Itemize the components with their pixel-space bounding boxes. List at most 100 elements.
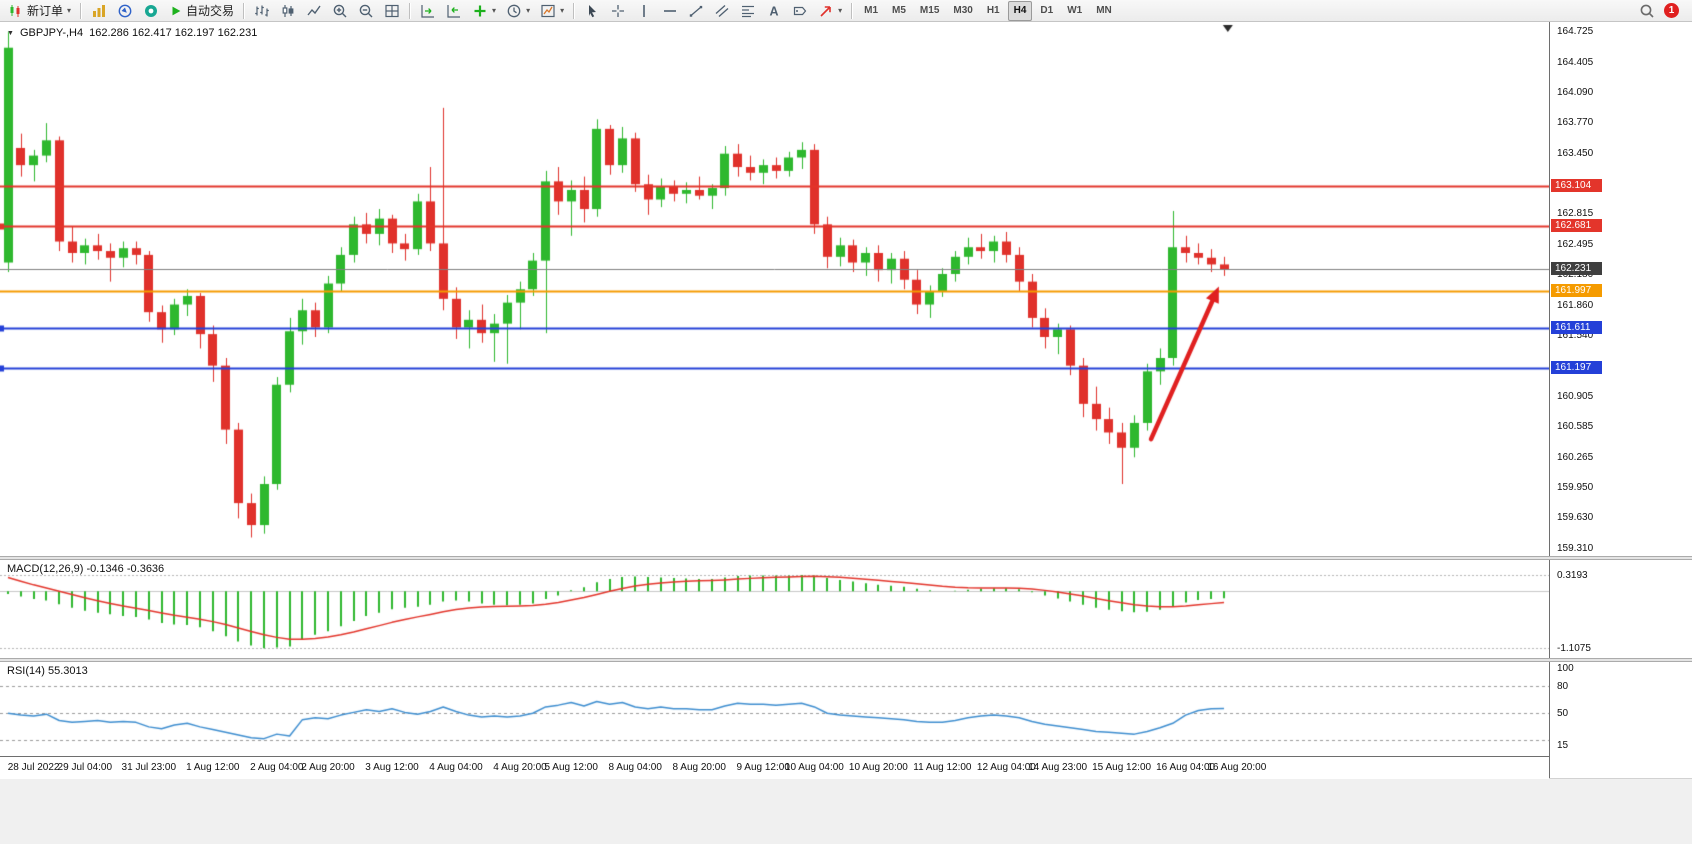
auto-scroll-button[interactable] [416,1,440,21]
chevron-down-icon: ▾ [838,6,843,15]
time-axis-label: 16 Aug 20:00 [1207,762,1267,773]
rsi-label: RSI(14) 55.3013 [7,665,88,677]
candlestick-chart-icon [282,4,294,17]
time-axis-label: 14 Aug 23:00 [1028,762,1088,773]
templates-button[interactable]: ▾ [536,1,568,21]
notification-badge[interactable]: 1 [1664,3,1679,18]
price-axis-tick: 161.540 [1557,330,1594,342]
rsi-scale-label: 50 [1557,708,1569,720]
timeframe-mn[interactable]: MN [1090,1,1118,21]
timeframe-m1[interactable]: M1 [858,1,884,21]
arrows-button[interactable]: ▾ [814,1,846,21]
main-chart-canvas[interactable] [0,22,1549,556]
time-axis-label: 8 Aug 20:00 [672,762,726,773]
chevron-down-icon: ▾ [526,6,531,15]
line-chart-button[interactable] [302,1,326,21]
price-axis-tick: 160.585 [1557,421,1594,433]
search-icon [1640,4,1654,18]
text-button[interactable]: A [762,1,786,21]
crosshair-button[interactable] [606,1,630,21]
search-button[interactable] [1635,1,1659,21]
line-chart-icon [307,5,321,15]
horizontal-line-icon [664,9,677,12]
new-order-icon [10,4,20,17]
time-axis-label: 16 Aug 04:00 [1156,762,1216,773]
label-icon [793,6,807,15]
svg-text:A: A [770,4,779,18]
panel-splitter[interactable] [0,658,1692,662]
label-button[interactable] [788,1,812,21]
time-axis-label: 2 Aug 20:00 [301,762,355,773]
time-axis[interactable]: 28 Jul 2022 29 Jul 04:00 31 Jul 23:00 1 Aug… [0,756,1549,779]
terminal-button[interactable] [139,1,163,21]
price-axis[interactable]: 164.725 164.405 164.090 163.770 163.450 163.1… [1549,22,1692,778]
bar-chart-button[interactable] [250,1,274,21]
vertical-line-button[interactable] [632,1,656,21]
price-axis-tick: 160.265 [1557,451,1594,463]
auto-trading-button[interactable]: 自动交易 [165,1,238,21]
rsi-panel-canvas[interactable] [0,662,1549,756]
price-line-tag: 161.997 [1551,284,1602,298]
rsi-scale-label: 15 [1557,740,1569,751]
time-axis-label: 1 Aug 12:00 [186,762,240,773]
trendline-button[interactable] [684,1,708,21]
price-line-tag: 162.681 [1551,219,1602,233]
template-icon [541,4,555,17]
chart-shift-icon [447,4,461,18]
time-axis-label: 9 Aug 12:00 [736,762,790,773]
fibonacci-button[interactable] [736,1,760,21]
time-axis-label: 10 Aug 04:00 [784,762,844,773]
zoom-out-button[interactable] [354,1,378,21]
price-axis-tick: 164.090 [1557,86,1594,98]
zoom-in-button[interactable] [328,1,352,21]
panel-splitter[interactable] [0,556,1692,560]
channel-button[interactable] [710,1,734,21]
price-axis-tick: 164.405 [1557,56,1594,68]
price-axis-tick: 163.450 [1557,147,1594,159]
timeframe-h4[interactable]: H4 [1007,0,1033,21]
clock-icon [507,4,521,17]
indicators-button[interactable]: ▾ [468,1,500,21]
channel-icon [715,4,729,17]
price-axis-tick: 160.905 [1557,390,1594,402]
market-watch-button[interactable] [87,1,111,21]
toolbar-separator [409,2,412,19]
price-line-tag: 161.197 [1551,360,1602,374]
timeframe-w1[interactable]: W1 [1061,1,1088,21]
timeframe-m30[interactable]: M30 [947,1,978,21]
collapse-triangle-icon: ▼ [7,29,14,37]
macd-signal-value: -0.3636 [126,563,165,575]
time-axis-label: 15 Aug 12:00 [1092,762,1152,773]
auto-trading-label: 自动交易 [186,4,235,18]
candlestick-chart-button[interactable] [276,1,300,21]
tile-windows-button[interactable] [380,1,404,21]
time-axis-label: 10 Aug 20:00 [848,762,908,773]
time-axis-label: 12 Aug 04:00 [976,762,1036,773]
rsi-value: 55.3013 [47,665,88,677]
timeframe-m15[interactable]: M15 [914,1,945,21]
symbol-period-label: GBPJPY-,H4 [19,27,84,39]
timeframe-m5[interactable]: M5 [886,1,912,21]
indicators-plus-icon [474,5,486,16]
timeframe-d1[interactable]: D1 [1034,1,1059,21]
periods-button[interactable]: ▾ [502,1,534,21]
timeframe-h1[interactable]: H1 [981,1,1006,21]
navigator-button[interactable] [113,1,137,21]
chevron-down-icon: ▾ [67,6,72,15]
zoom-out-icon [359,4,373,17]
navigator-icon [118,4,132,17]
chart-shift-button[interactable] [442,1,466,21]
price-axis-tick: 162.495 [1557,238,1594,250]
bar-chart-icon [255,5,269,16]
new-order-button[interactable]: 新订单 ▾ [4,1,75,21]
cursor-button[interactable] [580,1,604,21]
vertical-line-icon [643,4,645,17]
chevron-down-icon: ▾ [492,6,497,15]
zoom-in-icon [333,4,347,17]
macd-panel-canvas[interactable] [0,560,1549,658]
toolbar-separator [573,2,576,19]
toolbar-separator [243,2,246,19]
horizontal-line-button[interactable] [658,1,682,21]
arrow-tool-icon [820,5,831,17]
price-axis-tick: 161.860 [1557,299,1594,311]
